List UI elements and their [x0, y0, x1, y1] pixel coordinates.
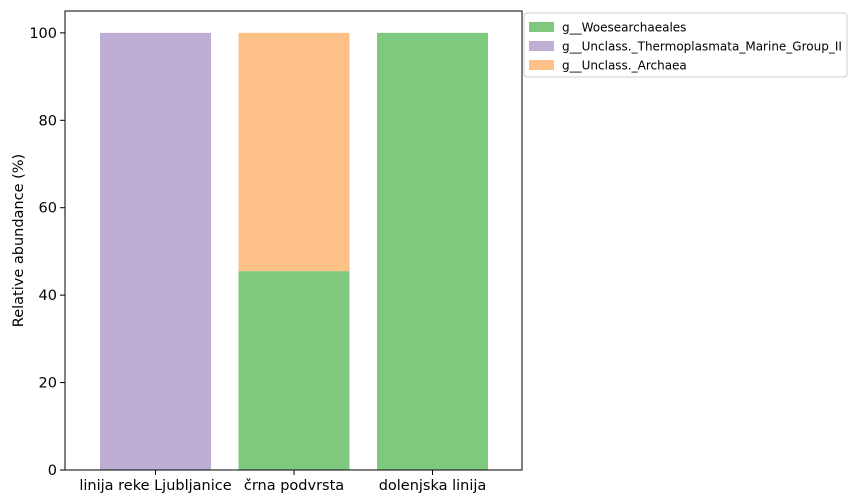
x-tick-label: črna podvrsta — [244, 478, 344, 494]
y-axis: 0 20 40 60 80 100 — [29, 26, 65, 479]
y-tick-label: 20 — [39, 376, 57, 392]
x-tick-label: linija reke Ljubljanice — [79, 478, 231, 494]
legend-label-g-woesearchaeales: g__Woesearchaeales — [562, 21, 686, 35]
legend-swatch-g-woesearchaeales — [529, 22, 554, 32]
bar-linija-reke-ljubljanice-g-unclass-thermoplasmata-marine-group-ii — [100, 32, 211, 470]
legend-swatch-g-unclass-thermoplasmata-marine-group-ii — [529, 41, 554, 51]
bar-rna-podvrsta-g-unclass-archaea — [238, 32, 350, 272]
legend-swatch-g-unclass-archaea — [529, 60, 554, 70]
x-tick-label: dolenjska linija — [379, 478, 487, 494]
bar-rna-podvrsta-g-woesearchaeales — [238, 271, 350, 470]
legend-label-g-unclass-archaea: g__Unclass._Archaea — [562, 59, 687, 73]
bars-group — [100, 32, 488, 470]
y-tick-label: 60 — [39, 201, 57, 217]
y-tick-label: 100 — [29, 26, 57, 42]
legend-label-g-unclass-thermoplasmata-marine-group-ii: g__Unclass._Thermoplasmata_Marine_Group_… — [562, 40, 842, 54]
y-axis-label: Relative abundance (%) — [11, 154, 27, 327]
x-axis: linija reke Ljubljanice črna podvrsta dole… — [79, 470, 486, 494]
y-tick-label: 80 — [39, 113, 57, 129]
bar-dolenjska-linija-g-woesearchaeales — [377, 32, 488, 470]
y-tick-label: 40 — [39, 288, 57, 304]
y-tick-label: 0 — [48, 463, 57, 479]
legend: g__Woesearchaeales g__Unclass._Thermoplas… — [523, 12, 848, 78]
legend-frame — [523, 12, 848, 78]
